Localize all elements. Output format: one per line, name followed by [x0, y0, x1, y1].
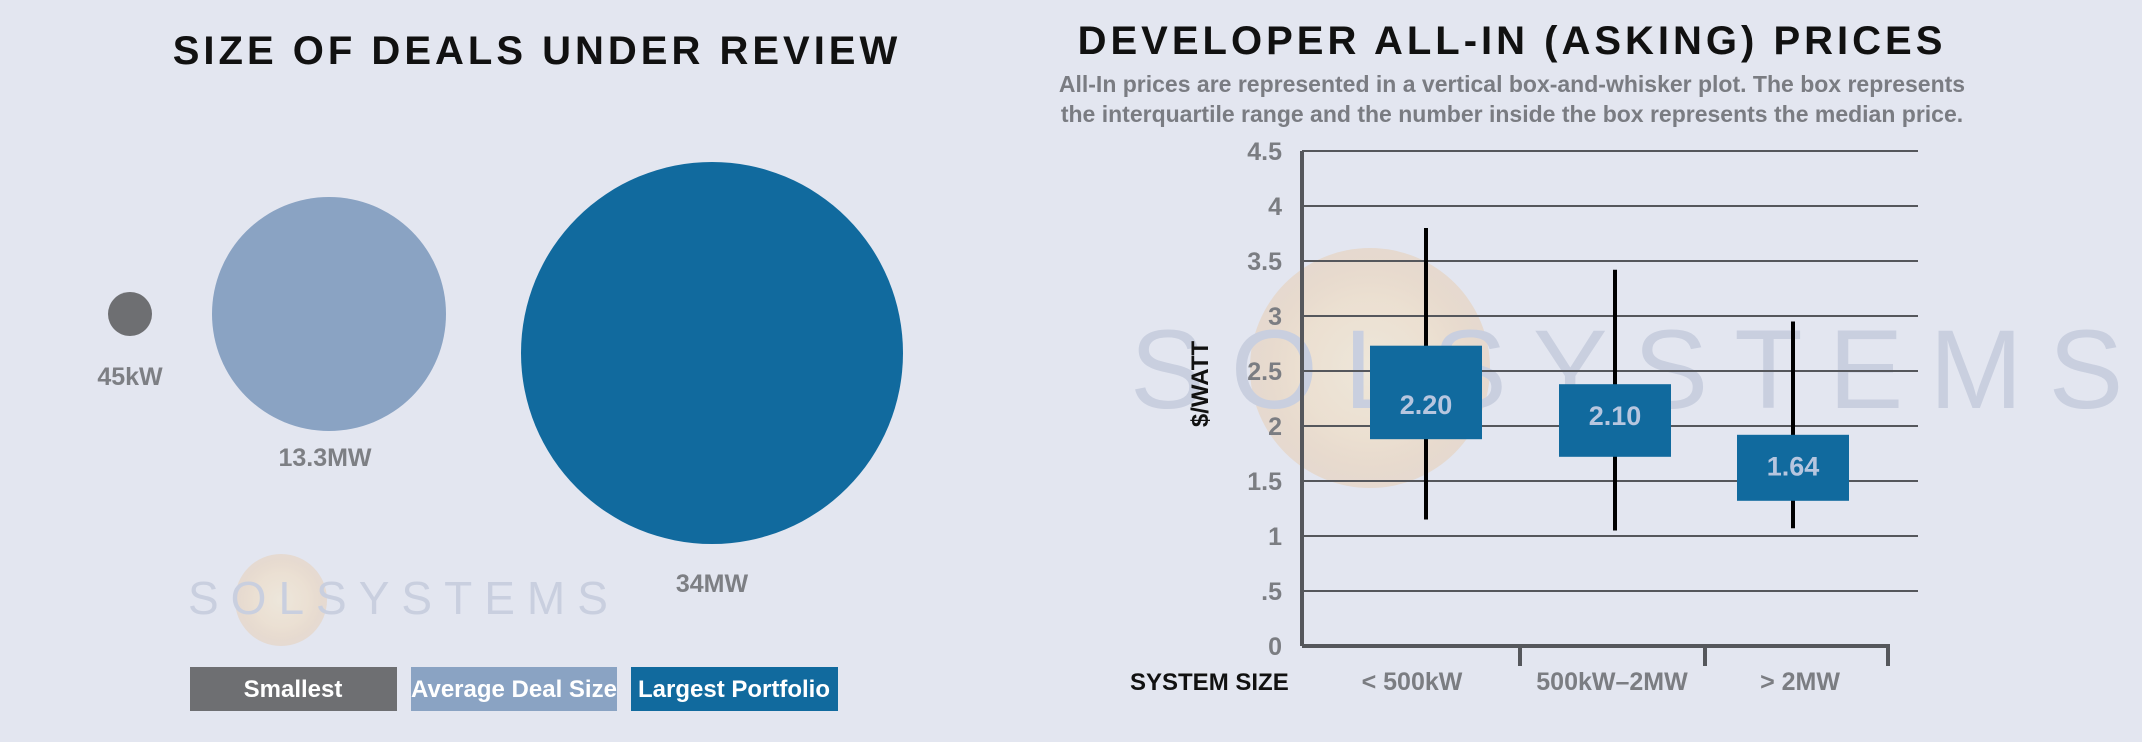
- x-tick-labels: < 500kW 500kW–2MW > 2MW: [1362, 668, 1841, 696]
- median-label: 1.64: [1767, 452, 1820, 482]
- y-tick-label: 3: [1268, 303, 1282, 331]
- x-tick-label: > 2MW: [1760, 668, 1840, 696]
- bubble-smallest: [108, 292, 152, 336]
- y-tick-labels: 0 .5 1 1.5 2 2.5 3 3.5 4 4.5: [1247, 138, 1282, 661]
- x-tick-label: < 500kW: [1362, 668, 1463, 696]
- box-chart-subtitle-line1: All-In prices are represented in a verti…: [1059, 71, 1965, 97]
- y-tick-label: 3.5: [1247, 248, 1282, 276]
- x-axis-label: SYSTEM SIZE: [1130, 669, 1289, 696]
- bubble-legend: Smallest Average Deal Size Largest Portf…: [190, 667, 838, 711]
- bubble-label-largest: 34MW: [676, 570, 749, 598]
- y-tick-label: .5: [1261, 578, 1282, 606]
- box-chart-title: DEVELOPER ALL-IN (ASKING) PRICES: [1078, 19, 1947, 63]
- axes: [1300, 151, 1890, 666]
- y-tick-label: 2.5: [1247, 358, 1282, 386]
- box: [1737, 434, 1849, 501]
- box-chart-subtitle-line2: the interquartile range and the number i…: [1061, 101, 1963, 127]
- bubble-chart: SIZE OF DEALS UNDER REVIEW 45kW 13.3MW 3…: [97, 29, 903, 711]
- legend-label-average: Average Deal Size: [411, 676, 617, 703]
- box: [1370, 345, 1482, 440]
- y-tick-label: 4: [1268, 193, 1282, 221]
- legend-swatch-average: [411, 667, 617, 711]
- watermark-left: SOLSYSTEMS: [188, 572, 620, 624]
- box: [1559, 384, 1671, 457]
- y-axis-label: $/WATT: [1187, 341, 1214, 428]
- median-label: 2.20: [1400, 390, 1453, 420]
- y-tick-label: 1.5: [1247, 468, 1282, 496]
- bubble-average: [212, 197, 446, 431]
- legend-swatch-smallest: [190, 667, 397, 711]
- bubble-label-average: 13.3MW: [278, 444, 371, 472]
- legend-label-smallest: Smallest: [244, 676, 343, 703]
- box-chart: DEVELOPER ALL-IN (ASKING) PRICES All-In …: [1059, 19, 2123, 696]
- bubble-chart-title: SIZE OF DEALS UNDER REVIEW: [173, 29, 902, 73]
- box-series: 2.20 2.10 1.64: [1370, 228, 1849, 531]
- y-tick-label: 0: [1268, 633, 1282, 661]
- y-tick-label: 2: [1268, 413, 1282, 441]
- legend-label-largest: Largest Portfolio: [638, 676, 830, 703]
- watermark-sun-icon: [235, 554, 327, 646]
- median-label: 2.10: [1589, 401, 1642, 431]
- bubble-label-smallest: 45kW: [97, 363, 163, 391]
- y-tick-label: 1: [1268, 523, 1282, 551]
- bubble-largest: [521, 162, 903, 544]
- y-tick-label: 4.5: [1247, 138, 1282, 166]
- x-tick-label: 500kW–2MW: [1536, 668, 1688, 696]
- legend-swatch-largest: [631, 667, 838, 711]
